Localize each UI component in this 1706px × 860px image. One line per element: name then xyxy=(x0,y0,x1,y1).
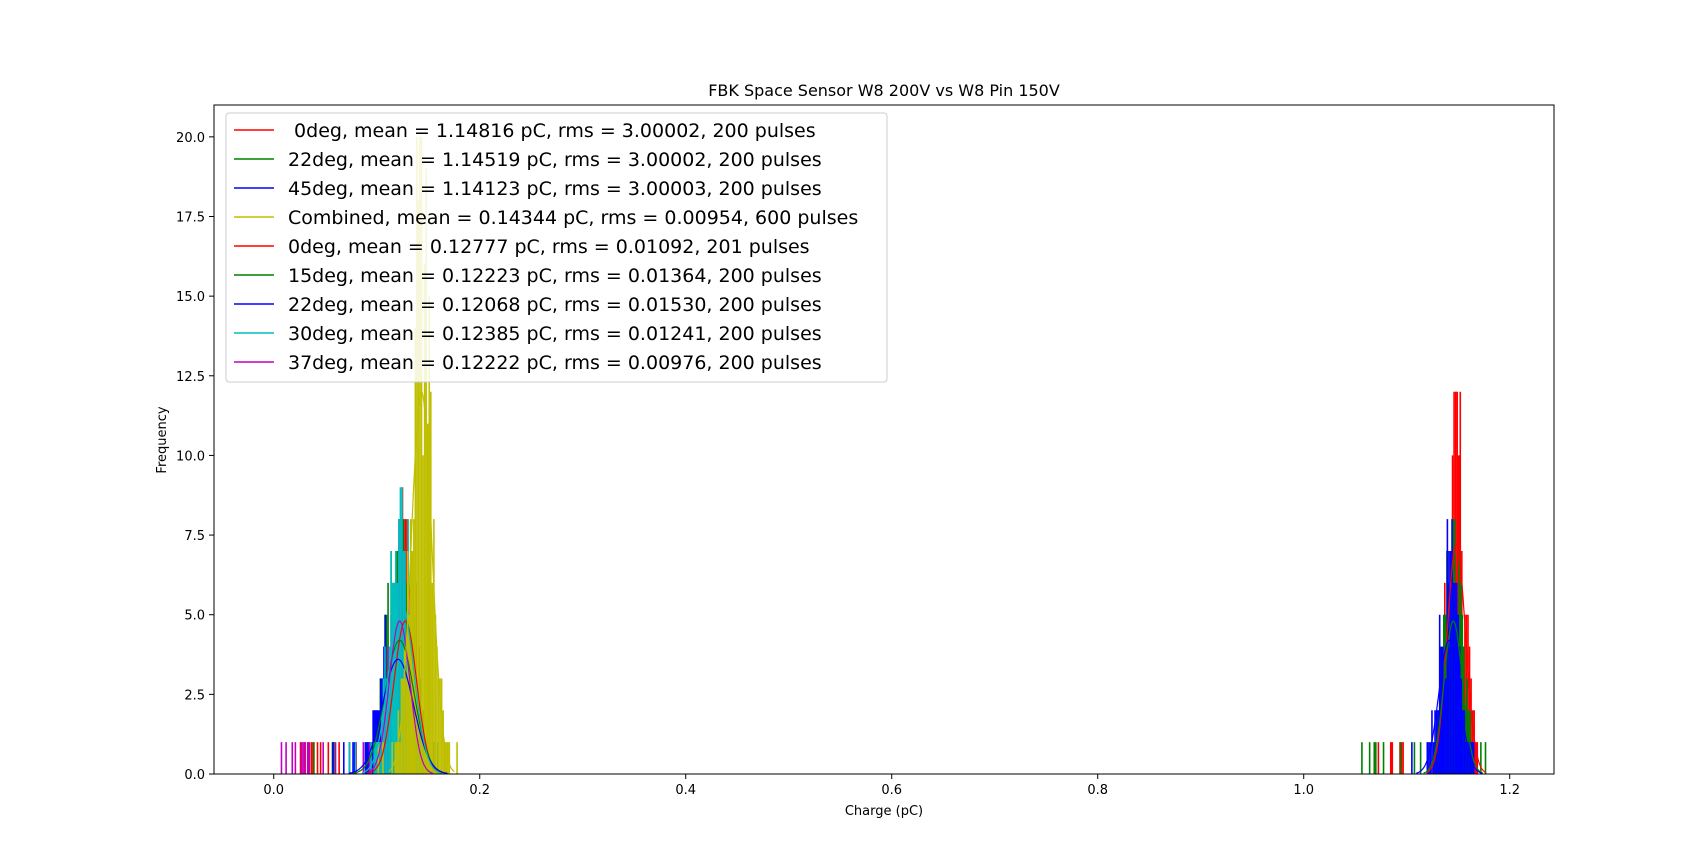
legend-entry: 30deg, mean = 0.12385 pC, rms = 0.01241,… xyxy=(288,323,822,345)
gaussian-fit-curve xyxy=(1426,543,1487,774)
gaussian-fit-curve xyxy=(1423,620,1484,774)
gaussian-fit-curves xyxy=(348,390,1487,774)
legend-entry: 37deg, mean = 0.12222 pC, rms = 0.00976,… xyxy=(288,352,822,374)
legend-entry: Combined, mean = 0.14344 pC, rms = 0.009… xyxy=(288,207,858,229)
y-tick-label: 17.5 xyxy=(176,211,205,226)
y-tick-label: 15.0 xyxy=(176,290,205,305)
y-tick-label: 5.0 xyxy=(184,609,205,624)
x-tick-label: 0.8 xyxy=(1087,783,1108,798)
y-tick-label: 20.0 xyxy=(176,131,205,146)
chart-title: FBK Space Sensor W8 200V vs W8 Pin 150V xyxy=(708,81,1060,100)
legend-entry: 22deg, mean = 1.14519 pC, rms = 3.00002,… xyxy=(288,149,822,171)
x-tick-label: 0.0 xyxy=(263,783,284,798)
legend-entry: 15deg, mean = 0.12223 pC, rms = 0.01364,… xyxy=(288,265,822,287)
y-axis-label: Frequency xyxy=(155,406,170,473)
legend-box xyxy=(225,112,888,383)
legend-entry: 0deg, mean = 1.14816 pC, rms = 3.00002, … xyxy=(288,120,816,142)
y-tick-label: 0.0 xyxy=(184,768,205,783)
gaussian-fit-curve xyxy=(348,658,448,774)
x-axis-ticks: 0.0 0.2 0.4 0.6 0.8 1.0 1.2 xyxy=(263,774,1520,798)
x-tick-label: 0.2 xyxy=(469,783,490,798)
x-axis-label: Charge (pC) xyxy=(845,804,923,819)
y-tick-label: 2.5 xyxy=(184,688,205,703)
legend-entry: 22deg, mean = 0.12068 pC, rms = 0.01530,… xyxy=(288,294,822,316)
legend-entry: 45deg, mean = 1.14123 pC, rms = 3.00003,… xyxy=(288,178,822,200)
x-tick-label: 0.6 xyxy=(881,783,902,798)
y-tick-label: 7.5 xyxy=(184,529,205,544)
x-tick-label: 1.0 xyxy=(1293,783,1314,798)
x-tick-label: 1.2 xyxy=(1499,783,1520,798)
y-tick-label: 12.5 xyxy=(176,370,205,385)
y-tick-label: 10.0 xyxy=(176,449,205,464)
gaussian-fit-curve xyxy=(1416,639,1483,774)
plot-frame xyxy=(213,104,1555,775)
legend: 0deg, mean = 1.14816 pC, rms = 3.00002, … xyxy=(225,112,888,383)
y-axis-ticks: 0.0 2.5 5.0 7.5 10.0 12.5 15.0 17.5 20.0 xyxy=(176,131,214,783)
legend-entry: 0deg, mean = 0.12777 pC, rms = 0.01092, … xyxy=(288,236,810,258)
gaussian-fit-curve xyxy=(361,601,442,774)
x-tick-label: 0.4 xyxy=(675,783,696,798)
gaussian-fit-curve xyxy=(366,620,433,774)
gaussian-fit-curve xyxy=(388,390,455,773)
